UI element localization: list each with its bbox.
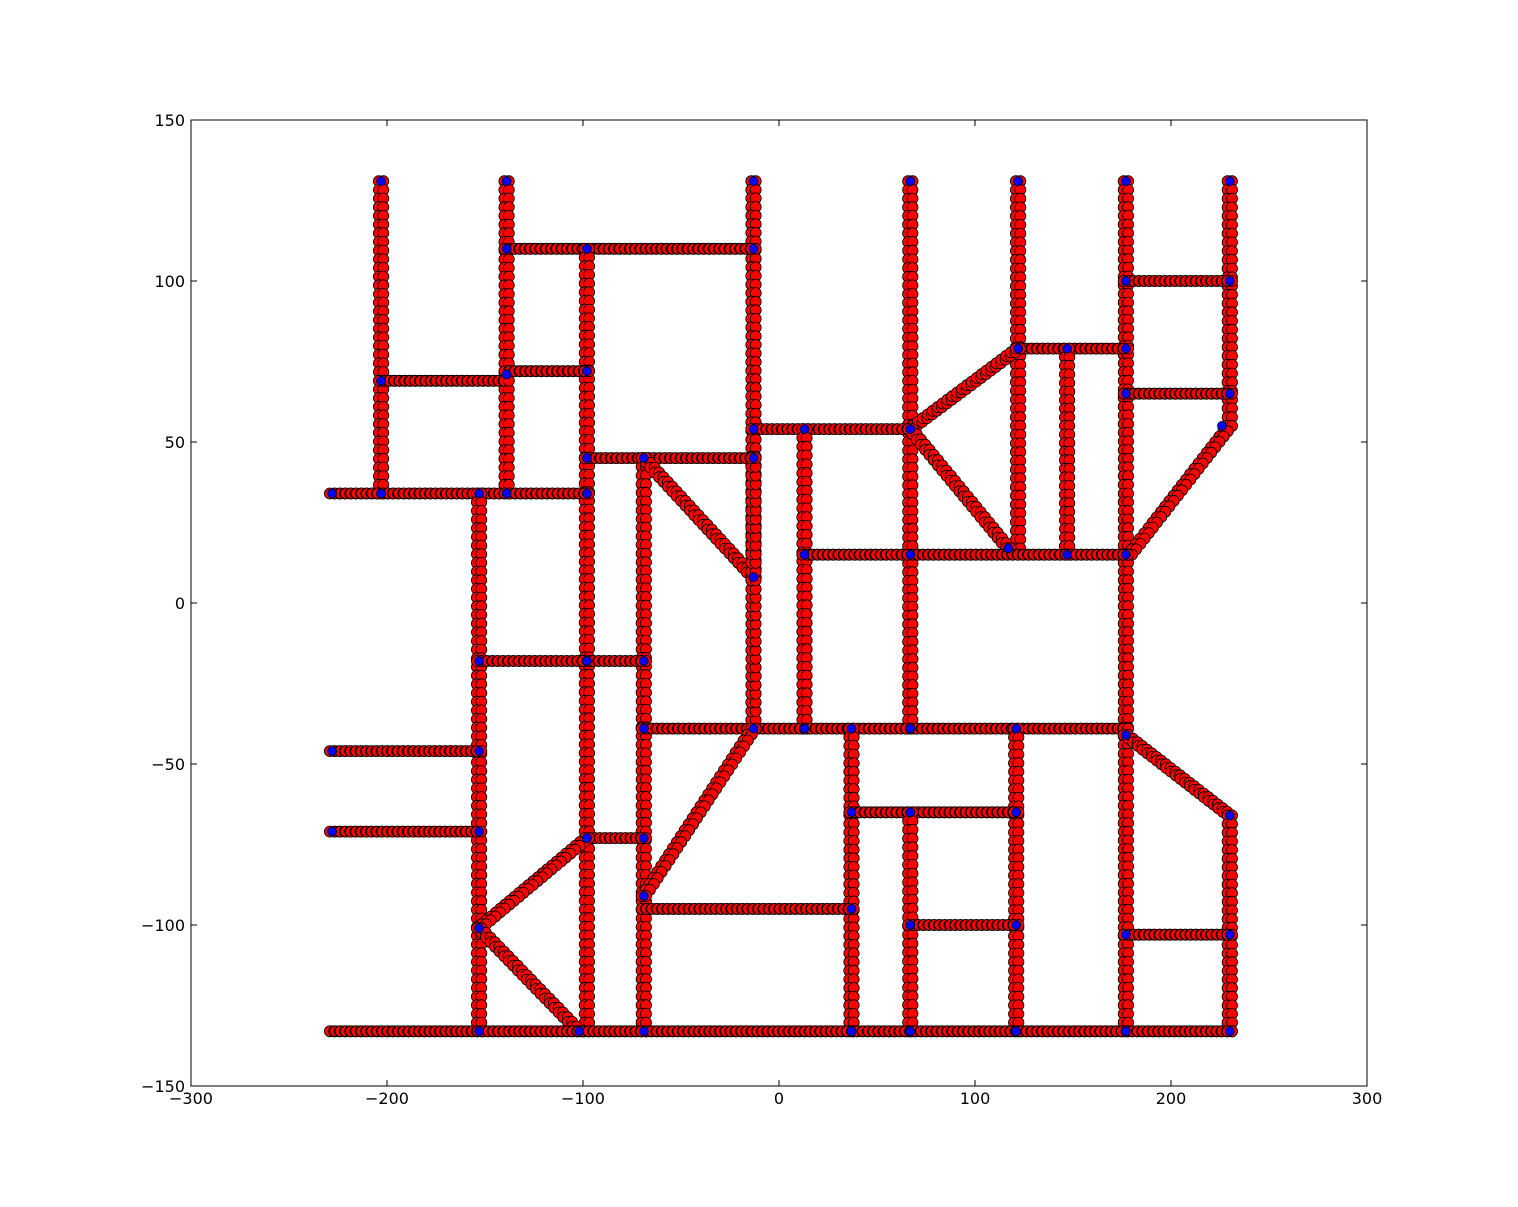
node-point: [1011, 807, 1022, 818]
node-point: [376, 375, 387, 386]
node-point: [376, 488, 387, 499]
node-point: [582, 366, 592, 377]
node-point: [474, 746, 485, 756]
node-point: [474, 656, 485, 666]
node-point: [1224, 810, 1235, 821]
node-point: [1011, 723, 1022, 734]
node-point: [1013, 176, 1023, 187]
node-point: [1121, 549, 1131, 560]
node-point: [376, 176, 387, 187]
node-point: [501, 488, 512, 499]
node-point: [846, 1026, 857, 1037]
node-point: [582, 488, 592, 499]
node-point: [582, 833, 592, 843]
node-point: [638, 891, 649, 901]
y-tick-label: −50: [151, 755, 185, 774]
node-point: [1121, 343, 1131, 354]
node-point: [638, 453, 649, 464]
node-point: [474, 1026, 485, 1037]
node-point: [582, 656, 592, 666]
x-tick-label: 100: [960, 1089, 991, 1108]
node-point: [799, 723, 810, 734]
y-tick-label: −100: [141, 916, 185, 935]
node-point: [1121, 276, 1131, 286]
node-point: [748, 176, 759, 187]
node-point: [582, 243, 592, 254]
node-point: [574, 1026, 584, 1037]
node-point: [846, 807, 857, 818]
node-point: [474, 923, 485, 934]
node-point: [748, 243, 759, 254]
node-point: [327, 826, 338, 837]
y-tick-label: −150: [141, 1077, 185, 1096]
node-point: [905, 1026, 916, 1037]
node-point: [905, 549, 916, 560]
node-point: [1224, 276, 1235, 286]
x-tick-label: 0: [774, 1089, 784, 1108]
node-point: [1062, 549, 1072, 560]
node-point: [501, 243, 512, 254]
node-point: [1224, 1026, 1235, 1037]
node-point: [1224, 929, 1235, 940]
node-point: [1062, 343, 1072, 354]
y-tick-label: 0: [175, 594, 185, 613]
node-point: [1011, 1026, 1022, 1037]
node-point: [799, 424, 810, 435]
node-point: [1013, 343, 1023, 354]
node-point: [905, 807, 916, 818]
node-point: [748, 424, 759, 435]
node-point: [846, 904, 857, 914]
node-point: [748, 572, 759, 583]
y-tick-label: 100: [154, 272, 185, 291]
node-point: [638, 1026, 649, 1037]
path-points-layer: [323, 175, 1238, 1038]
node-point: [1121, 388, 1131, 399]
node-point: [846, 723, 857, 734]
node-point: [327, 488, 338, 499]
node-point: [905, 176, 916, 187]
node-point: [1121, 176, 1131, 187]
node-point: [905, 920, 916, 930]
node-point: [748, 723, 759, 734]
node-point: [501, 369, 512, 380]
node-point: [638, 723, 649, 734]
node-point: [905, 424, 916, 435]
node-point: [1011, 920, 1022, 930]
node-point: [1217, 420, 1227, 431]
y-tick-label: 50: [165, 433, 185, 452]
node-point: [1121, 730, 1131, 740]
node-point: [1003, 543, 1014, 554]
node-point: [1121, 929, 1131, 940]
node-point: [799, 549, 810, 560]
node-point: [1121, 1026, 1131, 1037]
node-point: [1224, 176, 1235, 187]
node-point: [905, 723, 916, 734]
node-point: [1224, 388, 1235, 399]
x-tick-label: −100: [561, 1089, 605, 1108]
node-point: [327, 746, 338, 756]
node-point: [474, 488, 485, 499]
node-point: [501, 176, 512, 187]
x-tick-label: 300: [1352, 1089, 1383, 1108]
node-point: [474, 826, 485, 837]
node-point: [638, 656, 649, 666]
node-point: [748, 453, 759, 464]
x-tick-label: −200: [365, 1089, 409, 1108]
y-tick-label: 150: [154, 111, 185, 130]
node-point: [638, 833, 649, 843]
node-point: [582, 453, 592, 464]
x-tick-label: 200: [1156, 1089, 1187, 1108]
